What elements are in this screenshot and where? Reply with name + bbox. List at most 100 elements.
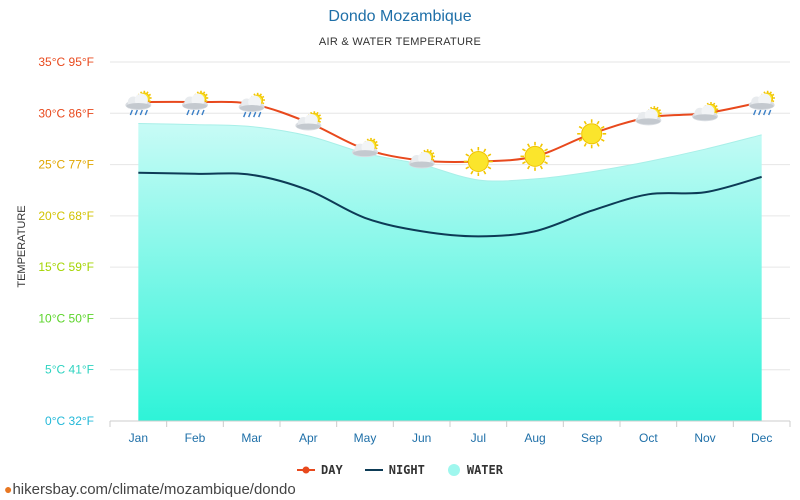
- sun-ray: [483, 148, 487, 153]
- source-link[interactable]: ●hikersbay.com/climate/mozambique/dondo: [4, 481, 296, 498]
- sun-ray: [423, 149, 426, 153]
- source-url: hikersbay.com/climate/mozambique/dondo: [12, 481, 296, 498]
- sun-ray: [375, 147, 378, 150]
- sun-ray: [656, 106, 659, 110]
- sun-ray: [522, 148, 526, 152]
- cloud-sun-icon: [352, 137, 379, 158]
- cloud-sun-icon: [692, 102, 719, 122]
- cloud-sun-icon: [408, 149, 435, 169]
- rain-drop: [191, 109, 195, 116]
- sun-disc: [467, 150, 489, 172]
- cloud-shadow: [409, 161, 434, 168]
- sun-ray: [578, 138, 583, 142]
- sun-ray: [583, 142, 587, 147]
- cloud-rain-sun-icon: [238, 92, 265, 118]
- cloud-shadow: [239, 105, 264, 112]
- sun-ray: [470, 148, 474, 153]
- sun-ray: [432, 158, 435, 161]
- rain-drop: [243, 111, 247, 118]
- sun-ray: [539, 165, 543, 170]
- sun-ray: [205, 100, 208, 103]
- legend-item-day[interactable]: DAY: [297, 463, 343, 477]
- chart-title: Dondo Mozambique: [328, 8, 472, 25]
- sun-ray: [772, 100, 775, 103]
- legend-item-water[interactable]: WATER: [447, 463, 503, 477]
- sun-ray: [310, 111, 313, 115]
- night-line: [138, 171, 762, 238]
- rain-drop: [134, 109, 138, 116]
- y-tick-label: 20°C 68°F: [38, 209, 94, 223]
- cloud-shadow: [749, 103, 774, 110]
- sun-ray: [706, 102, 709, 105]
- cloud-shadow: [636, 118, 661, 125]
- x-tick-label: Jul: [471, 431, 486, 445]
- location-pin-icon: ●: [4, 481, 13, 497]
- x-tick-label: Nov: [694, 431, 715, 445]
- x-tick-label: Apr: [299, 431, 318, 445]
- rain-drop: [196, 109, 200, 116]
- sun-ray: [373, 138, 376, 141]
- sun-ray: [366, 138, 369, 141]
- rain-drop: [186, 109, 190, 116]
- sun-ray: [487, 153, 492, 157]
- rain-drop: [129, 109, 133, 116]
- x-tick-label: May: [354, 431, 377, 445]
- cloud-sun-icon: [295, 111, 322, 131]
- sun-ray: [658, 115, 662, 118]
- sun-ray: [713, 102, 716, 105]
- y-tick-label: 5°C 41°F: [45, 363, 94, 377]
- rain-drop: [139, 109, 143, 116]
- sun-ray: [465, 153, 470, 157]
- y-tick-label: 25°C 77°F: [38, 158, 94, 172]
- cloud-rain-sun-icon: [182, 90, 209, 116]
- sun-ray: [465, 166, 470, 170]
- legend: DAY NIGHT WATER: [0, 463, 800, 477]
- legend-day-label: DAY: [321, 463, 343, 477]
- sun-ray: [715, 111, 718, 114]
- rain-drop: [763, 109, 767, 116]
- y-tick-label: 35°C 95°F: [38, 55, 94, 69]
- sun-ray: [715, 104, 718, 108]
- x-tick-label: Dec: [751, 431, 772, 445]
- rain-drop: [753, 109, 757, 116]
- cloud-shadow: [126, 103, 151, 110]
- water-area-layer: [138, 123, 762, 422]
- sun-ray: [583, 120, 587, 125]
- sun-ray: [596, 120, 600, 125]
- sun-ray: [253, 93, 256, 96]
- sun-ray: [146, 91, 149, 94]
- y-tick-label: 10°C 50°F: [38, 311, 94, 325]
- sun-icon: [463, 146, 493, 176]
- legend-night-marker: [364, 469, 383, 471]
- sun-ray: [148, 93, 152, 96]
- rain-drop: [758, 109, 762, 116]
- sun-ray: [262, 95, 265, 98]
- weather-icon-layer: [125, 90, 775, 176]
- legend-night-label: NIGHT: [388, 463, 425, 477]
- sun-ray: [140, 91, 143, 94]
- x-tick-label: Aug: [524, 431, 545, 445]
- sun-ray: [527, 165, 531, 170]
- sun-ray: [429, 149, 432, 153]
- rain-drop: [248, 111, 252, 118]
- rain-drop: [201, 109, 205, 116]
- sun-ray: [578, 125, 583, 129]
- water-area: [138, 123, 762, 422]
- water-line: [138, 123, 762, 182]
- sun-ray: [522, 161, 526, 165]
- cloud-rain-sun-icon: [125, 90, 152, 116]
- cloud-shadow: [353, 150, 377, 157]
- legend-item-night[interactable]: NIGHT: [364, 463, 425, 477]
- sun-ray: [650, 106, 653, 110]
- x-tick-label: Oct: [639, 431, 658, 445]
- sun-ray: [375, 140, 378, 144]
- sun-ray: [772, 93, 775, 96]
- sun-ray: [470, 170, 474, 175]
- chart-subtitle: AIR & WATER TEMPERATURE: [318, 36, 482, 48]
- sun-ray: [148, 100, 152, 103]
- rain-drop: [253, 111, 257, 118]
- rain-drop: [768, 109, 772, 116]
- cloud-shadow: [183, 103, 207, 110]
- sun-ray: [600, 138, 605, 142]
- sun-ray: [196, 91, 199, 94]
